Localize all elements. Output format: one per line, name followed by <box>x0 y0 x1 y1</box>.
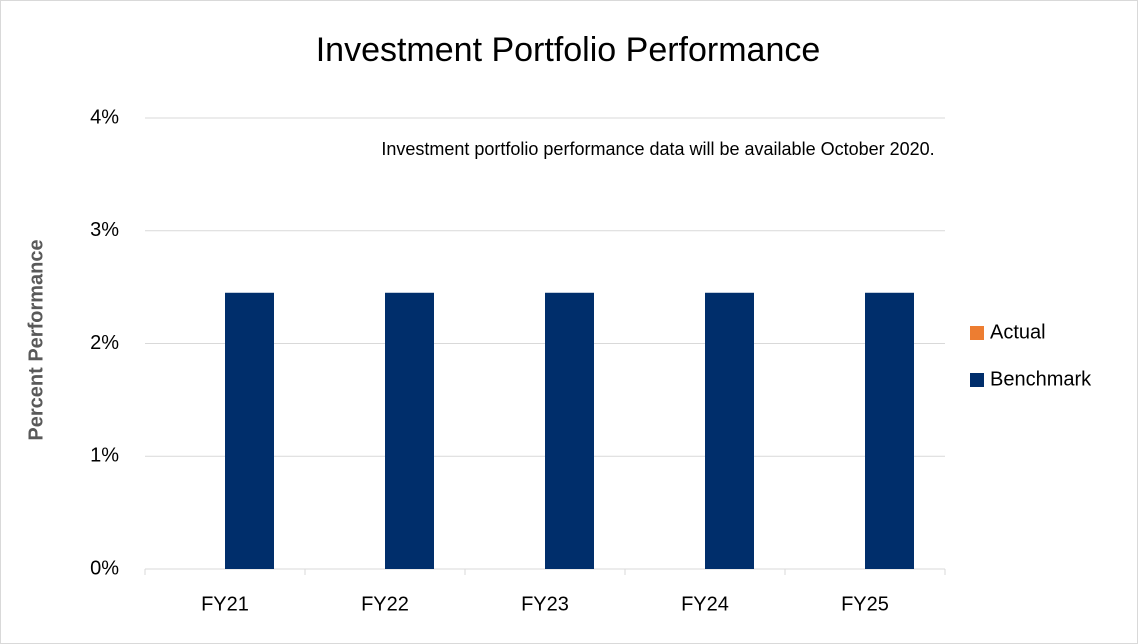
y-tick-label: 1% <box>90 445 119 467</box>
y-tick-label: 4% <box>90 106 119 128</box>
y-tick-label: 3% <box>90 219 119 241</box>
annotation: Investment portfolio performance data wi… <box>381 139 934 159</box>
legend-label: Actual <box>990 321 1046 343</box>
chart-title: Investment Portfolio Performance <box>316 31 821 69</box>
y-axis-label: Percent Performance <box>25 239 47 440</box>
x-tick-label: FY22 <box>361 593 409 615</box>
y-tick-label: 0% <box>90 557 119 579</box>
bar <box>865 292 914 569</box>
legend-label: Benchmark <box>990 368 1092 390</box>
bar <box>225 292 274 569</box>
bar <box>545 292 594 569</box>
x-tick-label: FY25 <box>841 593 889 615</box>
x-tick-label: FY23 <box>521 593 569 615</box>
x-tick-label: FY24 <box>681 593 729 615</box>
legend-swatch <box>970 373 984 387</box>
bar <box>705 292 754 569</box>
x-tick-label: FY21 <box>201 593 249 615</box>
legend-swatch <box>970 326 984 340</box>
y-tick-label: 2% <box>90 332 119 354</box>
bar <box>385 292 434 569</box>
